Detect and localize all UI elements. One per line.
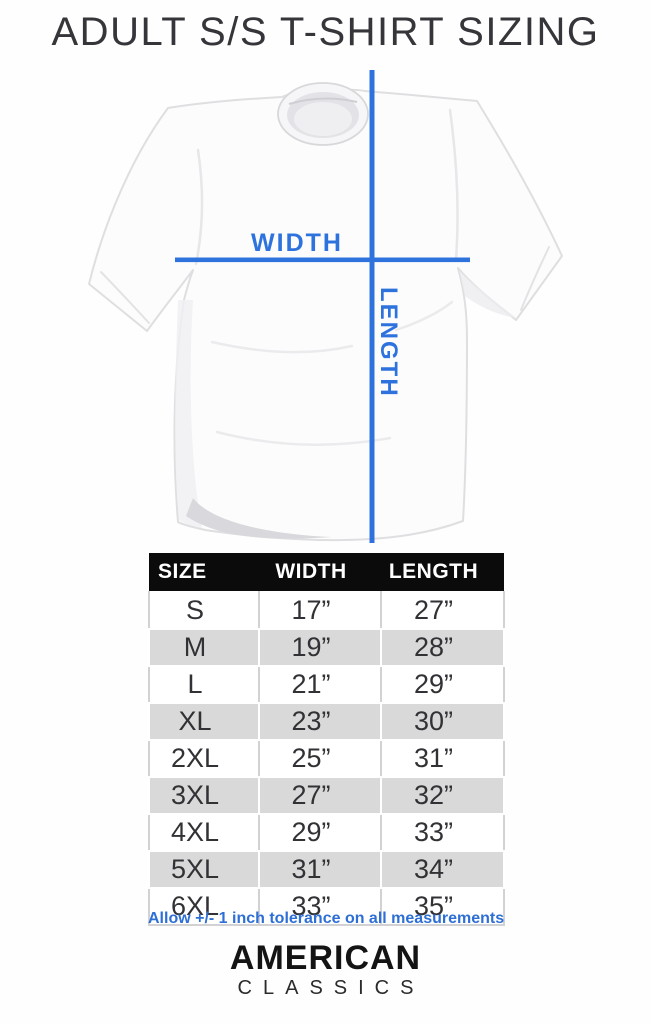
size-table: SIZE WIDTH LENGTH S 17” 27” M 19” 28” L …: [148, 553, 505, 926]
page-title: ADULT S/S T-SHIRT SIZING: [51, 10, 600, 54]
tshirt-graphic: [88, 82, 563, 542]
width-cell: 27”: [258, 776, 382, 815]
width-cell: 31”: [258, 850, 382, 889]
table-row: 6XL 33” 35”: [148, 887, 505, 926]
size-cell: L: [148, 665, 260, 704]
column-header-size: SIZE: [149, 553, 259, 592]
width-cell: 21”: [258, 665, 382, 704]
length-cell: 30”: [380, 702, 505, 741]
brand-name-american: AMERICAN: [229, 939, 422, 977]
size-cell: S: [148, 591, 260, 630]
width-cell: 33”: [258, 887, 382, 926]
length-measure-line: [369, 70, 375, 543]
width-cell: 23”: [258, 702, 382, 741]
table-row: XL 23” 30”: [148, 702, 505, 741]
column-header-length: LENGTH: [381, 553, 504, 592]
table-row: L 21” 29”: [148, 665, 505, 704]
tshirt-diagram: WIDTH LENGTH: [88, 70, 563, 543]
length-label: LENGTH: [375, 287, 402, 398]
length-cell: 29”: [380, 665, 505, 704]
size-cell: 4XL: [148, 813, 260, 852]
column-header-width: WIDTH: [259, 553, 381, 592]
length-cell: 28”: [380, 628, 505, 667]
width-label: WIDTH: [251, 229, 343, 257]
width-cell: 17”: [258, 591, 382, 630]
table-row: 3XL 27” 32”: [148, 776, 505, 815]
table-row: 2XL 25” 31”: [148, 739, 505, 778]
size-cell: XL: [148, 702, 260, 741]
length-cell: 34”: [380, 850, 505, 889]
size-cell: M: [148, 628, 260, 667]
size-table-header: SIZE WIDTH LENGTH: [149, 553, 504, 592]
length-cell: 32”: [380, 776, 505, 815]
tolerance-note: Allow +/- 1 inch tolerance on all measur…: [148, 910, 505, 927]
size-cell: 3XL: [148, 776, 260, 815]
width-measure-line: [175, 257, 470, 263]
brand-logo: AMERICAN CLASSICS: [0, 941, 651, 1000]
table-row: 5XL 31” 34”: [148, 850, 505, 889]
length-cell: 31”: [380, 739, 505, 778]
width-cell: 29”: [258, 813, 382, 852]
size-cell: 5XL: [148, 850, 260, 889]
width-cell: 19”: [258, 628, 382, 667]
length-cell: 33”: [380, 813, 505, 852]
table-row: M 19” 28”: [148, 628, 505, 667]
length-cell: 35”: [380, 887, 505, 926]
collar-graphic: [277, 82, 369, 146]
size-cell: 2XL: [148, 739, 260, 778]
size-table-body: S 17” 27” M 19” 28” L 21” 29” XL 23” 30”…: [148, 591, 505, 926]
width-cell: 25”: [258, 739, 382, 778]
size-cell: 6XL: [148, 887, 260, 926]
table-row: S 17” 27”: [148, 591, 505, 630]
brand-name-classics: CLASSICS: [237, 977, 425, 999]
length-cell: 27”: [380, 591, 505, 630]
table-row: 4XL 29” 33”: [148, 813, 505, 852]
